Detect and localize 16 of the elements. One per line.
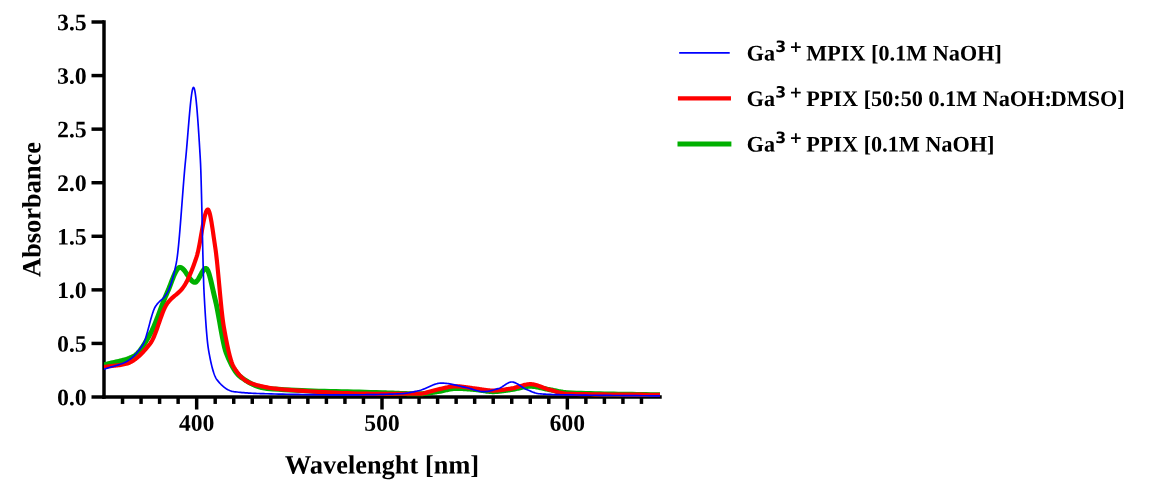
y-tick-label: 3.5: [58, 14, 86, 31]
y-tick-label: 0.0: [58, 389, 86, 406]
x-axis-title: Wavelenght [nm]: [285, 455, 478, 480]
y-tick-label: 0.5: [58, 335, 86, 352]
legend-label: Ga$^{3+}$PPIX [50:50 0.1M NaOH:DMSO]: [747, 85, 1124, 109]
y-tick-label: 2.0: [58, 175, 86, 192]
x-tick-label: 600: [550, 415, 585, 431]
legend-label: Ga$^{3+}$PPIX [0.1M NaOH]: [747, 131, 993, 155]
y-tick-label: 2.5: [58, 121, 86, 138]
x-tick-label: 400: [179, 415, 214, 431]
y-axis-title: Absorbance: [22, 142, 41, 277]
y-tick-label: 1.0: [59, 282, 86, 299]
x-tick-label: 500: [365, 415, 399, 431]
legend-label: Ga$^{3+}$MPIX [0.1M NaOH]: [747, 40, 1001, 64]
y-tick-label: 3.0: [58, 68, 86, 85]
y-tick-label: 1.5: [59, 228, 86, 245]
